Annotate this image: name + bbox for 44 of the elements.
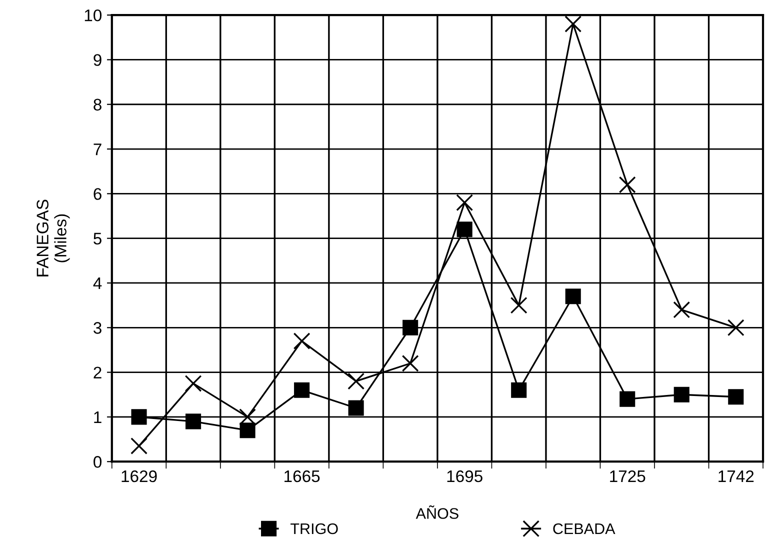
point xyxy=(293,332,310,350)
point xyxy=(456,222,472,238)
point xyxy=(565,288,581,304)
x-tick-label: 1725 xyxy=(610,470,646,482)
point xyxy=(673,301,690,318)
point xyxy=(130,438,148,454)
x-tick-label: 1629 xyxy=(122,470,157,482)
y-axis-title: FANEGAS (Miles) xyxy=(36,200,70,276)
point xyxy=(131,409,147,425)
point xyxy=(348,372,365,390)
legend-label: TRIGO xyxy=(290,523,338,534)
y-tick-label: 1 xyxy=(94,412,102,423)
point xyxy=(294,382,310,398)
y-tick-label: 5 xyxy=(94,232,102,245)
x-axis-title: AÑOS xyxy=(416,505,458,519)
y-tick-label: 3 xyxy=(94,322,102,334)
point xyxy=(239,408,256,426)
point xyxy=(511,382,527,398)
point xyxy=(348,400,364,416)
x-tick-label: 1665 xyxy=(284,470,320,482)
point xyxy=(184,374,202,392)
y-tick-label: 7 xyxy=(94,144,102,156)
point xyxy=(402,354,419,372)
y-tick-label: 2 xyxy=(94,366,102,378)
y-tick-label: 9 xyxy=(94,54,102,66)
point xyxy=(402,320,418,336)
point xyxy=(456,194,474,212)
legend-label: CEBADA xyxy=(553,523,616,534)
point xyxy=(618,176,636,194)
point xyxy=(620,391,636,407)
y-tick-label: 10 xyxy=(84,9,102,22)
x-tick-label: 1742 xyxy=(718,470,754,482)
y-tick-label: 8 xyxy=(94,98,102,111)
y-tick-label: 0 xyxy=(94,456,102,468)
point xyxy=(728,389,744,405)
y-tick-label: 4 xyxy=(93,278,102,290)
point xyxy=(240,422,256,438)
point xyxy=(564,16,582,32)
point xyxy=(727,319,744,336)
point xyxy=(186,414,202,430)
x-tick-label: 1695 xyxy=(447,470,482,482)
point xyxy=(674,386,690,402)
point xyxy=(510,296,528,314)
y-tick-label: 6 xyxy=(94,188,102,200)
